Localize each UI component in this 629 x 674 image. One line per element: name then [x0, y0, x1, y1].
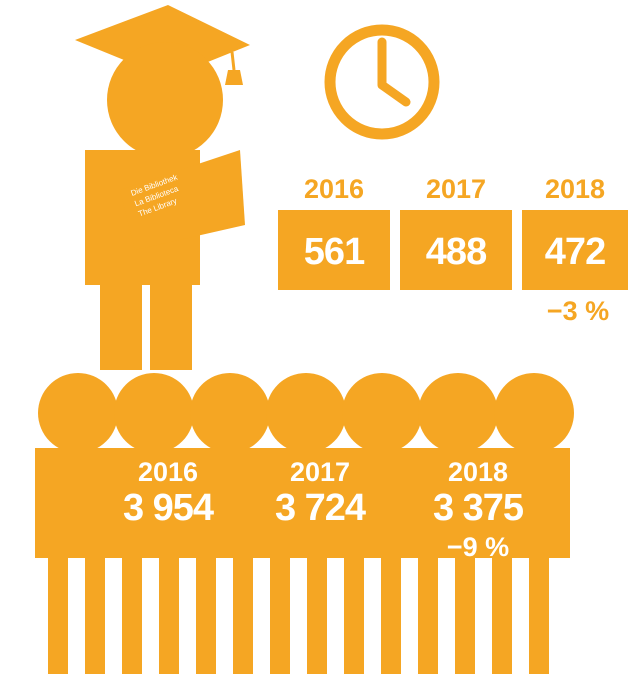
crowd-head [190, 373, 270, 453]
value: 3 724 [275, 487, 366, 529]
year: 2018 [545, 174, 605, 204]
crowd-leg [48, 555, 68, 674]
crowd-leg [381, 555, 401, 674]
tassel [230, 51, 236, 71]
crowd-leg [196, 555, 216, 674]
crowd-head [266, 373, 346, 453]
crowd-leg [344, 555, 364, 674]
crowd-leg [233, 555, 253, 674]
value: 488 [426, 231, 486, 273]
leg [100, 280, 142, 370]
book-sign [120, 150, 245, 250]
crowd-head [38, 373, 118, 453]
crowd-leg [492, 555, 512, 674]
value: 561 [304, 231, 365, 273]
year: 2017 [426, 174, 486, 204]
year: 2017 [290, 457, 350, 487]
value: 3 954 [123, 487, 214, 529]
top-stats: 2016 561 2017 488 2018 472 −3 % [278, 174, 628, 326]
crowd-head [342, 373, 422, 453]
crowd-leg [529, 555, 549, 674]
crowd-head [418, 373, 498, 453]
crowd-body [35, 448, 570, 558]
head [107, 42, 223, 158]
crowd-leg [122, 555, 142, 674]
year: 2018 [448, 457, 508, 487]
year: 2016 [138, 457, 198, 487]
crowd-leg [418, 555, 438, 674]
crowd-leg [455, 555, 475, 674]
crowd-leg [270, 555, 290, 674]
clock-hands [377, 37, 411, 107]
crowd-leg [85, 555, 105, 674]
leg [150, 280, 192, 370]
tassel-end [225, 70, 243, 85]
crowd-head [494, 373, 574, 453]
value-box [400, 210, 512, 290]
value: 3 375 [433, 487, 524, 529]
crowd-head [114, 373, 194, 453]
year: 2016 [304, 174, 364, 204]
value: 472 [545, 231, 605, 273]
change: −9 % [447, 532, 509, 562]
graduate: Die Bibliothek La Biblioteca The Library [75, 5, 250, 370]
clock [324, 24, 440, 140]
value-box [522, 210, 628, 290]
value-box [278, 210, 390, 290]
crowd-leg [307, 555, 327, 674]
clock-face [324, 24, 440, 140]
crowd-leg [159, 555, 179, 674]
change: −3 % [547, 296, 609, 326]
